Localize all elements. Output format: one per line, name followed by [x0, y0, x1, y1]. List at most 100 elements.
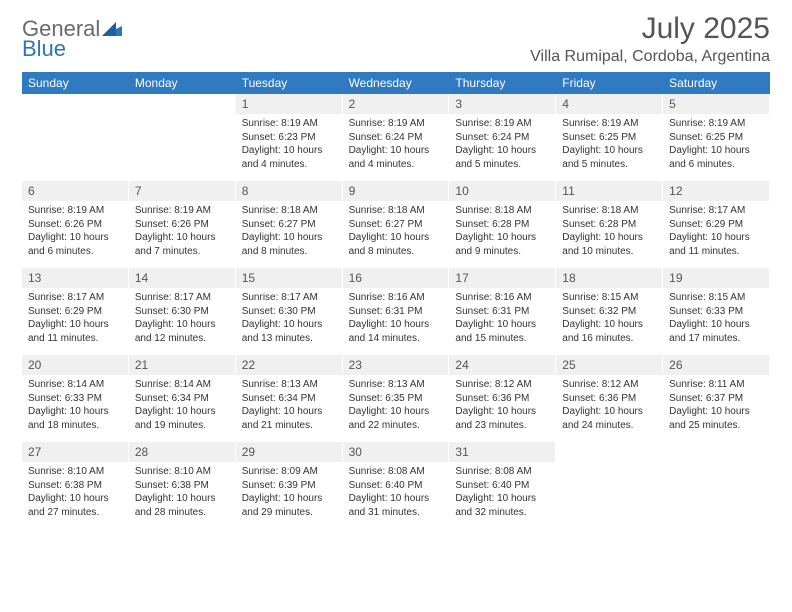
sunrise-text: Sunrise: 8:19 AM: [135, 204, 230, 218]
sunrise-text: Sunrise: 8:19 AM: [242, 117, 337, 131]
sunrise-text: Sunrise: 8:19 AM: [669, 117, 764, 131]
daylight-text: Daylight: 10 hours and 29 minutes.: [242, 492, 337, 519]
daylight-text: Daylight: 10 hours and 5 minutes.: [455, 144, 550, 171]
sunrise-text: Sunrise: 8:09 AM: [242, 465, 337, 479]
day-number: 3: [449, 94, 556, 114]
day-number: 21: [129, 355, 236, 375]
day-content: Sunrise: 8:10 AMSunset: 6:38 PMDaylight:…: [129, 462, 236, 529]
daylight-text: Daylight: 10 hours and 21 minutes.: [242, 405, 337, 432]
daylight-text: Daylight: 10 hours and 13 minutes.: [242, 318, 337, 345]
sunrise-text: Sunrise: 8:17 AM: [669, 204, 764, 218]
day-content: [663, 462, 770, 529]
sunset-text: Sunset: 6:24 PM: [349, 131, 444, 145]
day-content: Sunrise: 8:19 AMSunset: 6:26 PMDaylight:…: [129, 201, 236, 268]
day-content: Sunrise: 8:14 AMSunset: 6:34 PMDaylight:…: [129, 375, 236, 442]
sunset-text: Sunset: 6:26 PM: [135, 218, 230, 232]
daylight-text: Daylight: 10 hours and 28 minutes.: [135, 492, 230, 519]
day-number: 23: [343, 355, 450, 375]
day-number: 22: [236, 355, 343, 375]
weekday-mon: Monday: [129, 72, 236, 94]
day-content: Sunrise: 8:19 AMSunset: 6:25 PMDaylight:…: [556, 114, 663, 181]
sunrise-text: Sunrise: 8:13 AM: [349, 378, 444, 392]
sunrise-text: Sunrise: 8:16 AM: [349, 291, 444, 305]
day-number: 31: [449, 442, 556, 462]
logo: General Blue: [22, 12, 122, 62]
sunset-text: Sunset: 6:26 PM: [28, 218, 123, 232]
weekday-tue: Tuesday: [236, 72, 343, 94]
sunset-text: Sunset: 6:33 PM: [28, 392, 123, 406]
sunset-text: Sunset: 6:36 PM: [455, 392, 550, 406]
daylight-text: Daylight: 10 hours and 15 minutes.: [455, 318, 550, 345]
page-header: General Blue July 2025 Villa Rumipal, Co…: [22, 12, 770, 66]
day-content: Sunrise: 8:19 AMSunset: 6:24 PMDaylight:…: [343, 114, 450, 181]
sunrise-text: Sunrise: 8:16 AM: [455, 291, 550, 305]
sunset-text: Sunset: 6:34 PM: [242, 392, 337, 406]
daylight-text: Daylight: 10 hours and 31 minutes.: [349, 492, 444, 519]
sunrise-text: Sunrise: 8:17 AM: [135, 291, 230, 305]
sunset-text: Sunset: 6:32 PM: [562, 305, 657, 319]
sunrise-text: Sunrise: 8:18 AM: [455, 204, 550, 218]
month-title: July 2025: [530, 12, 770, 46]
sunset-text: Sunset: 6:38 PM: [135, 479, 230, 493]
day-content: Sunrise: 8:08 AMSunset: 6:40 PMDaylight:…: [449, 462, 556, 529]
content-row: Sunrise: 8:19 AMSunset: 6:23 PMDaylight:…: [22, 114, 770, 181]
daynum-row: 6789101112: [22, 181, 770, 201]
daylight-text: Daylight: 10 hours and 4 minutes.: [349, 144, 444, 171]
day-content: Sunrise: 8:19 AMSunset: 6:25 PMDaylight:…: [663, 114, 770, 181]
day-content: Sunrise: 8:18 AMSunset: 6:28 PMDaylight:…: [449, 201, 556, 268]
day-content: Sunrise: 8:12 AMSunset: 6:36 PMDaylight:…: [449, 375, 556, 442]
sunset-text: Sunset: 6:27 PM: [242, 218, 337, 232]
daynum-row: 20212223242526: [22, 355, 770, 375]
sunrise-text: Sunrise: 8:17 AM: [28, 291, 123, 305]
sunrise-text: Sunrise: 8:18 AM: [349, 204, 444, 218]
day-content: Sunrise: 8:18 AMSunset: 6:27 PMDaylight:…: [236, 201, 343, 268]
sunrise-text: Sunrise: 8:14 AM: [135, 378, 230, 392]
daylight-text: Daylight: 10 hours and 12 minutes.: [135, 318, 230, 345]
sunrise-text: Sunrise: 8:19 AM: [455, 117, 550, 131]
day-content: Sunrise: 8:09 AMSunset: 6:39 PMDaylight:…: [236, 462, 343, 529]
daylight-text: Daylight: 10 hours and 25 minutes.: [669, 405, 764, 432]
sunrise-text: Sunrise: 8:18 AM: [562, 204, 657, 218]
day-content: Sunrise: 8:17 AMSunset: 6:29 PMDaylight:…: [22, 288, 129, 355]
daylight-text: Daylight: 10 hours and 27 minutes.: [28, 492, 123, 519]
daylight-text: Daylight: 10 hours and 11 minutes.: [669, 231, 764, 258]
day-content: Sunrise: 8:19 AMSunset: 6:26 PMDaylight:…: [22, 201, 129, 268]
weekday-sun: Sunday: [22, 72, 129, 94]
sunset-text: Sunset: 6:25 PM: [669, 131, 764, 145]
sunrise-text: Sunrise: 8:12 AM: [562, 378, 657, 392]
day-content: Sunrise: 8:13 AMSunset: 6:34 PMDaylight:…: [236, 375, 343, 442]
daylight-text: Daylight: 10 hours and 22 minutes.: [349, 405, 444, 432]
sunset-text: Sunset: 6:29 PM: [28, 305, 123, 319]
day-number: 6: [22, 181, 129, 201]
content-row: Sunrise: 8:19 AMSunset: 6:26 PMDaylight:…: [22, 201, 770, 268]
sunrise-text: Sunrise: 8:14 AM: [28, 378, 123, 392]
day-number: 19: [663, 268, 770, 288]
location: Villa Rumipal, Cordoba, Argentina: [530, 48, 770, 66]
daylight-text: Daylight: 10 hours and 6 minutes.: [669, 144, 764, 171]
day-content: Sunrise: 8:12 AMSunset: 6:36 PMDaylight:…: [556, 375, 663, 442]
sunrise-text: Sunrise: 8:12 AM: [455, 378, 550, 392]
daylight-text: Daylight: 10 hours and 19 minutes.: [135, 405, 230, 432]
sunrise-text: Sunrise: 8:10 AM: [135, 465, 230, 479]
day-number: 26: [663, 355, 770, 375]
day-number: 25: [556, 355, 663, 375]
daylight-text: Daylight: 10 hours and 17 minutes.: [669, 318, 764, 345]
sunset-text: Sunset: 6:23 PM: [242, 131, 337, 145]
day-number: 17: [449, 268, 556, 288]
sunset-text: Sunset: 6:40 PM: [455, 479, 550, 493]
day-number: 15: [236, 268, 343, 288]
day-content: Sunrise: 8:11 AMSunset: 6:37 PMDaylight:…: [663, 375, 770, 442]
day-content: Sunrise: 8:18 AMSunset: 6:27 PMDaylight:…: [343, 201, 450, 268]
sunset-text: Sunset: 6:35 PM: [349, 392, 444, 406]
day-content: Sunrise: 8:08 AMSunset: 6:40 PMDaylight:…: [343, 462, 450, 529]
day-number: 7: [129, 181, 236, 201]
sunrise-text: Sunrise: 8:19 AM: [562, 117, 657, 131]
day-number: 27: [22, 442, 129, 462]
sunset-text: Sunset: 6:40 PM: [349, 479, 444, 493]
day-number: 18: [556, 268, 663, 288]
day-number: 29: [236, 442, 343, 462]
sunset-text: Sunset: 6:38 PM: [28, 479, 123, 493]
weekday-fri: Friday: [556, 72, 663, 94]
sunrise-text: Sunrise: 8:17 AM: [242, 291, 337, 305]
day-content: Sunrise: 8:15 AMSunset: 6:32 PMDaylight:…: [556, 288, 663, 355]
